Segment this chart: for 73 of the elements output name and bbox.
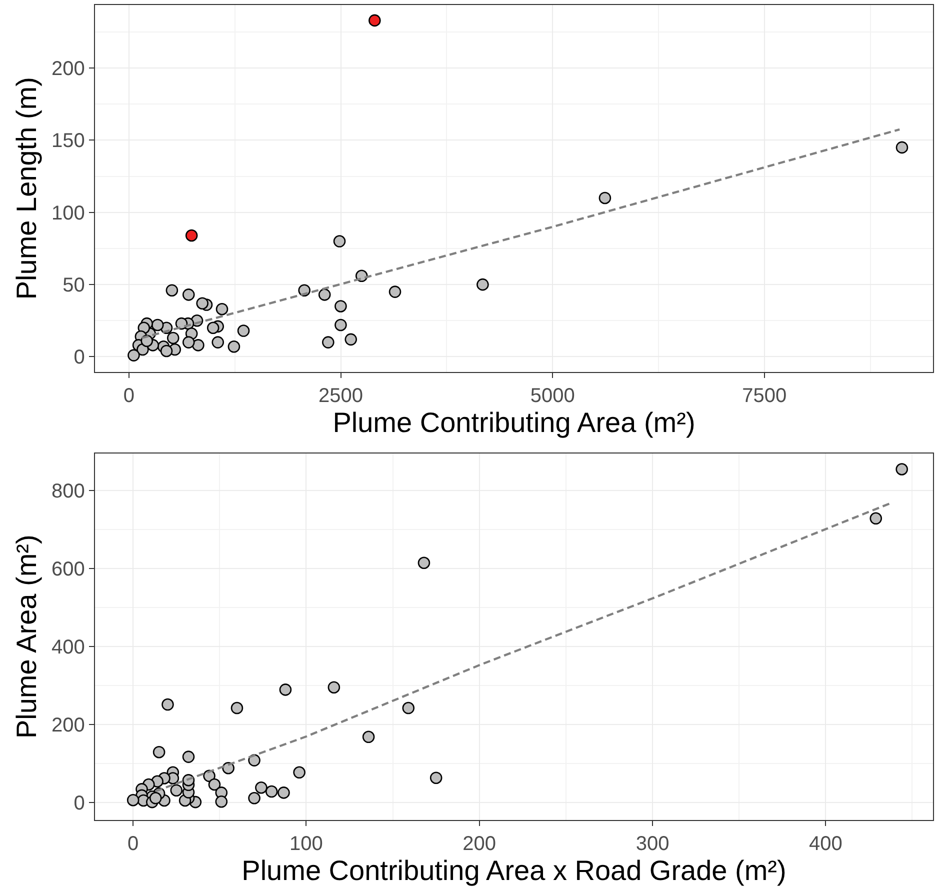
y-axis-title: Plume Length (m) [11,77,42,300]
point [333,235,346,248]
point [328,681,340,694]
point [152,746,166,758]
y-tick-label: 200 [51,714,85,736]
y-tick-label: 400 [51,636,85,658]
point [476,278,489,291]
point [175,317,188,330]
x-tick-label: 300 [636,833,670,856]
y-tick-label: 0 [74,792,85,814]
x-tick-label: 0 [123,384,135,407]
point [128,349,140,362]
y-tick-label: 100 [51,202,85,224]
point [208,778,221,791]
x-tick-label: 7500 [742,384,787,407]
y-axis-title: Plume Area (m²) [11,534,42,739]
point [388,286,402,298]
point [248,754,260,766]
y-tick-label: 200 [51,58,85,80]
point [248,792,260,804]
x-tick-label: 0 [128,833,139,856]
point [149,792,162,804]
point [598,192,612,204]
y-tick-label: 150 [51,130,85,152]
x-tick-label: 2500 [318,384,364,407]
point [196,297,208,310]
point [228,340,240,353]
x-tick-label: 400 [808,833,842,856]
point [318,288,331,301]
point [182,750,195,763]
y-tick-label: 50 [62,274,85,297]
point [870,512,882,525]
x-tick-label: 200 [462,833,496,856]
point [293,766,306,779]
point [362,730,375,744]
point [166,284,178,296]
point [182,288,195,301]
point [162,698,174,711]
x-axis-title: Plume Contributing Area (m²) [332,406,696,438]
point [126,794,140,806]
point [170,784,183,796]
y-tick-label: 800 [51,480,85,502]
point [160,344,173,358]
point [279,684,292,696]
point [206,322,220,334]
point [215,796,228,808]
point [230,702,244,714]
point [182,336,195,348]
point [418,556,430,570]
point [216,302,228,316]
point [278,786,290,799]
point [402,702,415,714]
point [192,339,204,352]
point [166,332,180,344]
point [334,300,347,312]
point [265,785,278,798]
point [255,781,268,794]
point [151,318,164,332]
point [237,324,250,337]
y-tick-label: 600 [51,558,85,580]
point [896,141,908,154]
x-tick-label: 100 [290,833,323,856]
point [334,318,347,332]
point [344,333,358,346]
point [185,229,198,242]
point [896,463,908,476]
x-axis-title: Plume Contributing Area x Road Grade (m²) [242,855,786,886]
x-tick-label: 5000 [530,384,575,407]
y-tick-label: 0 [74,346,85,369]
point [322,336,334,348]
point [430,772,442,784]
point [368,14,381,27]
point [212,336,224,348]
